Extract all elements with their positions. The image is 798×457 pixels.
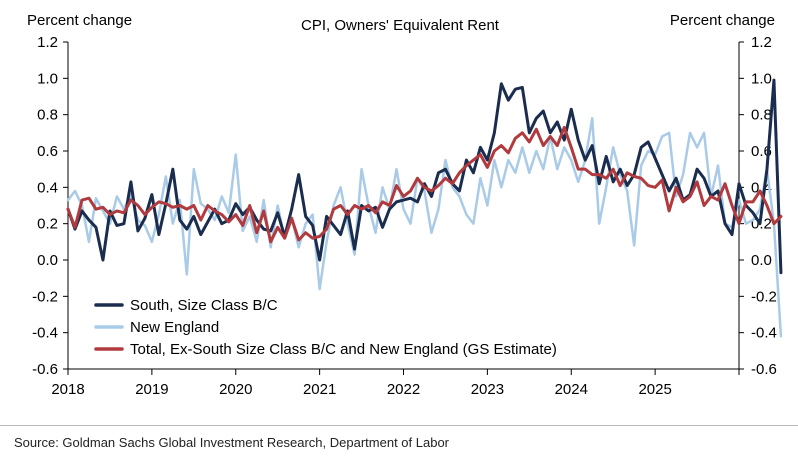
legend: South, Size Class B/C New England Total, E… [94, 297, 557, 358]
y-tick-label-left: 1.2 [37, 34, 58, 51]
x-tick-label: 2022 [387, 381, 420, 398]
axes: 1.2 1.21.0 1.00.8 0.80.6 0.60.4 0.40.2 0.20.0 0… [32, 34, 777, 398]
y-tick-label-right: 0.8 [751, 107, 772, 124]
x-tick-label: 2025 [638, 381, 671, 398]
x-tick-label: 2019 [135, 381, 168, 398]
y-tick-label-left: 0.4 [37, 179, 58, 196]
x-tick-label: 2018 [51, 381, 84, 398]
y-tick-label-right: 0.4 [751, 179, 772, 196]
x-tick-label: 2023 [471, 381, 504, 398]
chart: CPI, Owners' Equivalent Rent Percent cha… [27, 12, 783, 398]
source-divider [0, 425, 798, 426]
legend-label: South, Size Class B/C [130, 297, 278, 314]
y-tick-label-left: 0.0 [37, 252, 58, 269]
x-tick-label: 2021 [303, 381, 336, 398]
y-tick-label-left: -0.2 [32, 288, 58, 305]
source-note: Source: Goldman Sachs Global Investment … [14, 435, 449, 450]
series-line-south-size-class-b-c [66, 78, 783, 275]
y-tick-label-right: -0.4 [751, 325, 777, 342]
y-axis-label-right: Percent change [670, 12, 775, 29]
y-tick-label-left: 1.0 [37, 70, 58, 87]
y-tick-label-left: -0.6 [32, 361, 58, 378]
y-tick-label-right: 1.2 [751, 34, 772, 51]
y-tick-label-left: 0.2 [37, 216, 58, 233]
series-layer [66, 78, 783, 338]
y-tick-label-right: -0.6 [751, 361, 777, 378]
y-tick-label-right: -0.2 [751, 288, 777, 305]
legend-label: New England [130, 319, 219, 336]
y-axis-label-left: Percent change [27, 12, 132, 29]
legend-label: Total, Ex-South Size Class B/C and New E… [130, 341, 557, 358]
x-tick-label: 2024 [555, 381, 588, 398]
y-tick-label-left: -0.4 [32, 325, 58, 342]
y-tick-label-right: 1.0 [751, 70, 772, 87]
y-tick-label-left: 0.8 [37, 107, 58, 124]
series-line-new-england [66, 117, 783, 338]
series-line-total-ex-south-size-class-b-c-and-new-england-gs-estimate [66, 125, 783, 244]
chart-title: CPI, Owners' Equivalent Rent [301, 17, 500, 34]
y-tick-label-right: 0.0 [751, 252, 772, 269]
x-tick-label: 2020 [219, 381, 252, 398]
y-tick-label-left: 0.6 [37, 143, 58, 160]
